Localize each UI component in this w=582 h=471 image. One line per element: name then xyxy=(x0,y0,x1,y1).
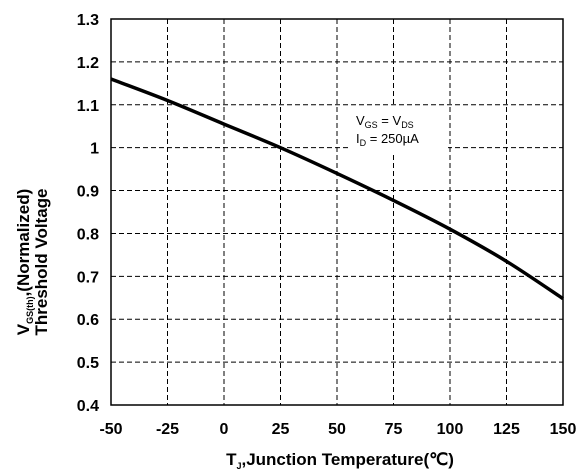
annotation-box xyxy=(350,106,448,152)
y-tick-label: 1.2 xyxy=(77,55,99,72)
x-tick-label: -50 xyxy=(99,421,122,438)
x-tick-label: 150 xyxy=(550,421,577,438)
annotation-line1: VGS = VDS xyxy=(356,113,414,130)
annotation-line2: ID = 250µA xyxy=(356,131,419,148)
y-axis-title-line2: Threshold Voltage xyxy=(32,188,51,335)
x-axis-title: TJ,Junction Temperature(℃) xyxy=(226,450,454,471)
x-tick-label: -25 xyxy=(156,421,179,438)
plot-frame xyxy=(110,18,564,406)
y-tick-label: 0.6 xyxy=(77,312,99,329)
y-tick-label: 0.5 xyxy=(77,355,99,372)
x-tick-label: 25 xyxy=(272,421,290,438)
series-line xyxy=(110,77,564,301)
x-tick-label: 50 xyxy=(328,421,346,438)
x-tick-label: 125 xyxy=(493,421,520,438)
y-tick-label: 1 xyxy=(90,141,99,158)
y-tick-label: 1.1 xyxy=(77,98,99,115)
x-tick-labels: -50 -25 0 25 50 75 100 125 150 xyxy=(99,421,576,438)
y-tick-label: 1.3 xyxy=(77,12,99,29)
y-tick-label: 0.8 xyxy=(77,226,99,243)
y-tick-labels: 0.4 0.5 0.6 0.7 0.8 0.9 1 1.1 1.2 1.3 xyxy=(77,12,99,415)
x-tick-label: 75 xyxy=(385,421,403,438)
y-tick-label: 0.9 xyxy=(77,184,99,201)
y-tick-label: 0.4 xyxy=(77,398,99,415)
grid-lines xyxy=(111,19,563,405)
x-tick-label: 100 xyxy=(437,421,464,438)
y-tick-label: 0.7 xyxy=(77,269,99,286)
y-axis-title-line1: VGS(th),(Normalized) xyxy=(14,189,35,336)
x-tick-label: 0 xyxy=(220,421,229,438)
